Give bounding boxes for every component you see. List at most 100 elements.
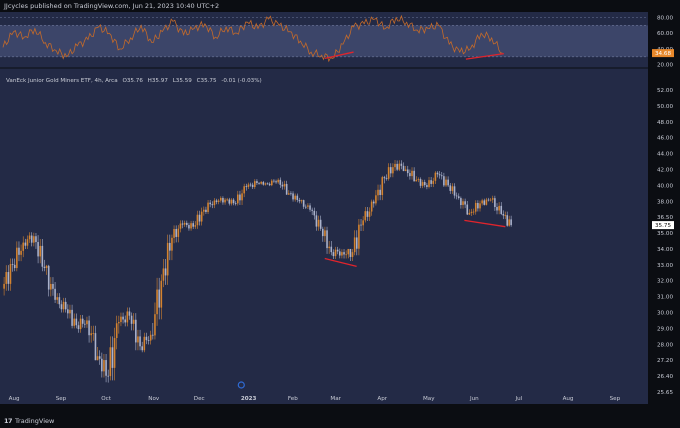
oscillator-tick-label: 20.00 [657,63,673,69]
candle-body [358,224,360,249]
candle-body [237,194,239,204]
candle-body [120,316,122,323]
candle-body [426,185,428,187]
candle-body [300,200,303,202]
x-tick-label: Sep [56,396,67,402]
candle-body [326,230,328,249]
candle-body [164,268,167,276]
candle-body [400,163,403,166]
candle-body [260,181,262,184]
candle-body [145,336,148,341]
candle-body [226,199,228,201]
candle-body [215,200,218,202]
chart-area[interactable]: 20.00 40.00 60.00 80.00 34.68 VanEck Junior… [0,12,680,404]
candle-body [510,219,512,226]
candle-body [292,193,294,200]
candle-body [313,210,316,216]
candle-body [47,265,50,290]
candle-body [302,200,305,207]
price-tick-label: 30.00 [657,311,673,317]
candle-body [453,186,456,196]
candle-body [496,206,498,211]
candle-body [126,311,129,323]
candle-body [440,175,443,177]
candle-body [107,375,110,377]
candle-body [16,247,18,269]
x-tick-label: Feb [288,396,298,402]
candle-body [228,199,231,204]
price-tick-label: 35.00 [657,231,673,237]
candle-body [52,283,54,289]
candle-body [130,315,133,324]
candle-body [370,201,373,212]
candle-body [355,237,358,249]
event-marker[interactable] [237,381,245,389]
candle-body [372,201,375,204]
candle-body [464,201,466,205]
candle-body [3,283,5,289]
price-current-value: 35.75 [652,221,674,230]
candle-body [336,249,339,252]
candle-body [377,189,379,196]
candle-body [18,247,20,255]
candle-body [253,181,256,188]
candle-body [162,268,165,281]
candle-body [406,169,409,174]
event-marker-icon[interactable] [237,381,245,389]
candle-body [413,170,415,182]
candle-body [281,184,284,187]
candle-body [362,220,364,226]
candle-body [135,319,137,343]
candle-body [351,252,354,257]
price-current-box [652,221,674,230]
candle-body [62,301,65,310]
candle-body [39,245,42,257]
candle-body [188,225,190,229]
candle-body [196,214,199,226]
candle-body [113,338,116,368]
candle-body [54,288,56,300]
price-divergence-line [464,219,506,228]
candle-body [243,186,245,194]
candle-body [186,222,188,226]
candle-body [84,323,86,325]
candle-body [98,356,101,359]
publisher-header: JJcycles published on TradingView.com, J… [0,0,680,12]
candle-body [11,264,14,265]
candle-body [156,289,158,315]
x-tick-label: 2023 [241,396,257,402]
candle-body [415,179,418,182]
price-tick-label: 38.00 [657,199,673,205]
candle-body [137,336,139,343]
candle-body [387,167,390,179]
candle-body [402,165,405,172]
candle-body [279,179,282,185]
candle-body [360,224,362,226]
candle-body [508,219,510,226]
candle-body [375,195,377,204]
candle-body [22,242,25,251]
candle-body [472,211,475,213]
candle-body [35,236,37,243]
candle-body [379,189,381,195]
candle-body [262,181,265,185]
tradingview-logo-icon: 17 [4,417,13,425]
candle-body [273,180,275,182]
candle-body [143,336,146,351]
candle-body [411,170,413,177]
candle-body [285,183,288,195]
candle-body [103,360,105,372]
price-tick-label: 28.00 [657,342,673,348]
candle-body [183,222,186,225]
candle-body [321,228,324,237]
oscillator-line [2,14,503,63]
candle-body [60,304,63,310]
candle-body [149,334,152,341]
candle-body [455,195,458,197]
candle-body [173,228,175,238]
candle-body [398,163,401,170]
candle-body [381,177,384,195]
candle-body [430,180,432,184]
candle-body [105,360,107,376]
candle-body [139,336,141,347]
